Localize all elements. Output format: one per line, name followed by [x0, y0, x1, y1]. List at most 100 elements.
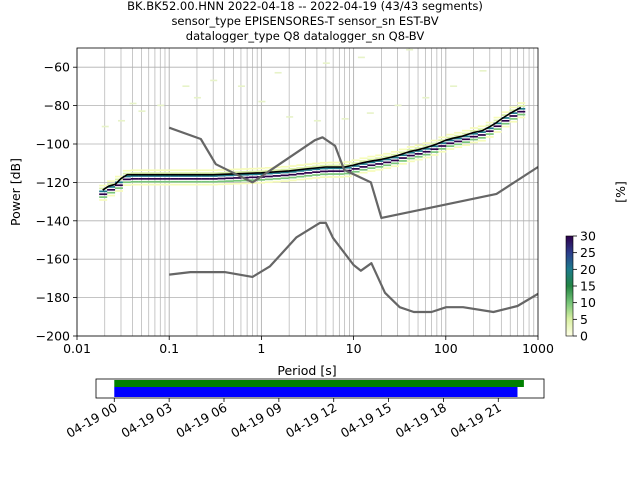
- pdf-cell: [477, 139, 486, 142]
- pdf-cell: [217, 183, 226, 186]
- pdf-cell: [335, 170, 344, 173]
- pdf-cell: [201, 175, 210, 177]
- pdf-cell: [391, 156, 400, 159]
- pdf-cell: [146, 180, 155, 183]
- pdf-cell: [185, 169, 194, 172]
- pdf-cell: [138, 180, 147, 183]
- pdf-cell: [493, 125, 502, 128]
- pdf-cell: [335, 176, 344, 178]
- pdf-cell: [272, 180, 281, 183]
- pdf-cell: [406, 154, 415, 157]
- pdf-cell: [469, 127, 478, 129]
- pdf-cell: [414, 147, 423, 149]
- pdf-cell: [477, 134, 486, 136]
- pdf-cell: [446, 145, 455, 147]
- pdf-cell: [351, 165, 360, 167]
- plot-background: [77, 48, 538, 336]
- pdf-cell: [517, 113, 526, 116]
- pdf-cell: [320, 161, 329, 164]
- pdf-cell: [335, 173, 344, 175]
- pdf-cell: [99, 184, 108, 187]
- pdf-cell: [233, 171, 242, 174]
- pdf-cell: [185, 178, 194, 180]
- pdf-cell: [493, 128, 502, 130]
- pdf-cell: [272, 169, 281, 172]
- pdf-cell: [201, 183, 210, 186]
- x-axis-ticks: 0.01 0.1 1 10 100 1000: [63, 336, 554, 356]
- pdf-cell: [509, 120, 518, 123]
- pdf-cell: [462, 129, 471, 132]
- pdf-cell: [509, 109, 518, 112]
- pdf-cell: [107, 180, 116, 183]
- pdf-cell: [154, 178, 163, 180]
- y-tick-label: −120: [36, 175, 70, 190]
- pdf-cell: [398, 154, 407, 157]
- pdf-cell: [414, 150, 423, 152]
- pdf-cell: [438, 139, 447, 142]
- pdf-cell: [146, 178, 155, 180]
- pdf-cell: [225, 183, 234, 185]
- pdf-cell: [501, 114, 510, 116]
- pdf-cell: [438, 142, 447, 144]
- pdf-cell: [154, 183, 163, 186]
- x-axis-label: Period [s]: [277, 363, 336, 378]
- pdf-cell: [485, 124, 494, 127]
- pdf-cell: [430, 151, 439, 153]
- pdf-cell: [178, 175, 187, 177]
- pdf-cell: [375, 154, 384, 157]
- pdf-cell: [335, 167, 344, 170]
- pdf-cell: [414, 155, 423, 158]
- pdf-cell: [469, 138, 478, 141]
- pdf-cell: [343, 161, 352, 163]
- pdf-cell: [241, 168, 250, 170]
- pdf-cell: [288, 165, 297, 167]
- pdf-cell: [122, 184, 131, 186]
- pdf-cell: [288, 179, 297, 182]
- pdf-cell: [477, 125, 486, 128]
- pdf-cell: [509, 106, 518, 109]
- pdf-cell: [288, 173, 297, 176]
- pdf-cell: [509, 115, 518, 117]
- pdf-cell: [454, 140, 463, 143]
- pdf-cell: [225, 168, 234, 171]
- pdf-cell: [391, 165, 400, 168]
- psd-plot: 0.01 0.1 1 10 100 1000 −200 −180 −160 −140 −120 −1…: [8, 47, 554, 378]
- pdf-cell: [264, 175, 273, 178]
- pdf-cell: [367, 155, 376, 158]
- pdf-cell: [391, 162, 400, 165]
- pdf-cell: [357, 56, 365, 59]
- timeline-tick-label: 04-19 06: [173, 400, 229, 441]
- pdf-cell: [414, 158, 423, 161]
- timeline-tick-label: 04-19 18: [393, 400, 449, 441]
- pdf-cell: [233, 168, 242, 171]
- pdf-cell: [422, 150, 431, 153]
- pdf-cell: [341, 118, 349, 120]
- pdf-cell: [122, 175, 131, 178]
- pdf-cell: [312, 177, 321, 179]
- pdf-cell: [343, 166, 352, 169]
- pdf-cell: [438, 145, 447, 147]
- pdf-cell: [327, 176, 336, 178]
- y-tick-label: −140: [36, 213, 70, 228]
- pdf-cell: [241, 179, 250, 182]
- pdf-cell: [237, 85, 245, 87]
- pdf-cell: [394, 104, 402, 107]
- pdf-cell: [296, 164, 305, 166]
- pdf-cell: [170, 180, 179, 183]
- plot-frame: [76, 47, 539, 337]
- pdf-cell: [210, 79, 218, 82]
- pdf-cell: [286, 116, 294, 118]
- pdf-cell: [493, 122, 502, 125]
- pdf-cell: [406, 48, 414, 51]
- pdf-cell: [398, 157, 407, 159]
- timeline-tick-label: 04-19 21: [448, 400, 504, 441]
- pdf-cell: [406, 148, 415, 151]
- timeline-tick-label: 04-19 03: [118, 400, 174, 441]
- pdf-cell: [359, 166, 368, 168]
- pdf-cell: [280, 168, 289, 171]
- pdf-cell: [304, 163, 313, 166]
- pdf-cell: [406, 157, 415, 160]
- pdf-cell: [201, 178, 210, 180]
